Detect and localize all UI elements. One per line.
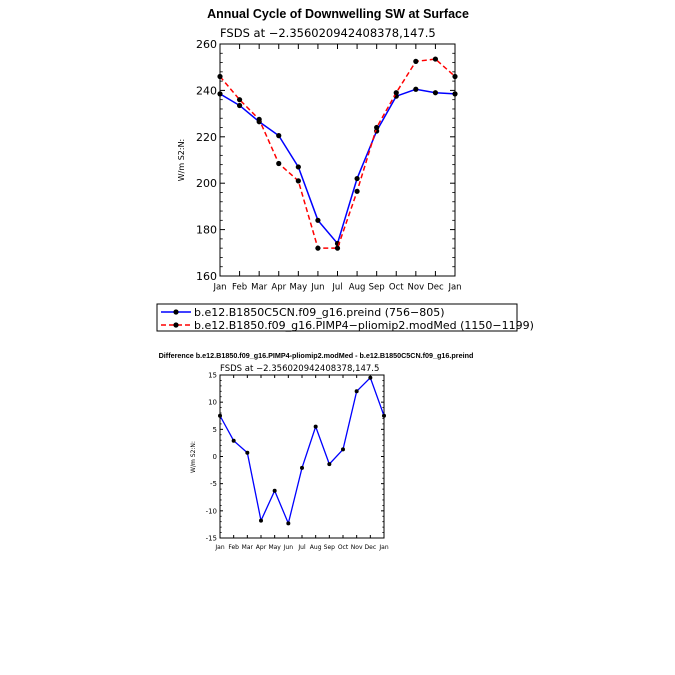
data-point xyxy=(382,413,386,418)
annual-cycle-chart: Annual Cycle of Downwelling SW at Surfac… xyxy=(156,7,534,332)
data-point xyxy=(432,90,439,96)
y-tick-label: 15 xyxy=(208,372,217,380)
x-tick-label: Nov xyxy=(408,283,425,293)
chart-title: Difference b.e12.B1850.f09_g16.PIMP4-pli… xyxy=(159,351,474,360)
data-point xyxy=(217,73,223,80)
data-point xyxy=(413,86,419,92)
x-tick-label: Feb xyxy=(228,544,239,551)
data-point xyxy=(334,245,341,251)
x-tick-label: Jan xyxy=(212,283,226,293)
data-point xyxy=(276,133,282,139)
legend: b.e12.B1850C5CN.f09_g16.preind (756−805)… xyxy=(156,303,534,332)
legend-box xyxy=(156,303,518,332)
data-point xyxy=(374,124,380,131)
x-tick-label: Apr xyxy=(271,283,286,293)
legend-marker-pliomip xyxy=(173,322,179,328)
series-group xyxy=(217,56,458,251)
y-tick-label: 160 xyxy=(196,270,217,283)
x-tick-label: Jan xyxy=(214,544,224,551)
y-axis-label: W/m S2:N: xyxy=(190,441,197,473)
x-tick-label: Jul xyxy=(297,544,306,551)
data-point xyxy=(393,90,399,96)
y-tick-label: 10 xyxy=(208,399,217,407)
y-tick-label: 220 xyxy=(196,131,217,144)
x-tick-label: Sep xyxy=(324,544,336,551)
x-tick-label: Jan xyxy=(378,544,388,551)
chart-title: Annual Cycle of Downwelling SW at Surfac… xyxy=(207,7,469,21)
x-tick-label: Apr xyxy=(256,544,267,551)
x-tick-label: Oct xyxy=(338,544,349,551)
y-tick-label: 240 xyxy=(196,84,217,97)
data-point xyxy=(341,447,345,452)
legend-label-pliomip: b.e12.B1850.f09_g16.PIMP4−pliomip2.modMe… xyxy=(194,319,534,332)
y-tick-label: 5 xyxy=(213,426,217,434)
y-tick-label: -10 xyxy=(206,507,217,515)
x-tick-label: Sep xyxy=(369,283,385,293)
y-axis: 160 180 200 220 240 260 xyxy=(196,38,455,283)
data-point xyxy=(354,175,360,182)
data-point xyxy=(368,375,373,380)
x-tick-label: May xyxy=(268,544,281,551)
legend-label-preind: b.e12.B1850C5CN.f09_g16.preind (756−805) xyxy=(194,306,445,319)
y-tick-label: -5 xyxy=(210,480,217,488)
y-axis-label: W/m S2:N: xyxy=(177,139,186,181)
data-point xyxy=(295,164,301,170)
data-point xyxy=(300,465,304,470)
y-tick-label: 200 xyxy=(196,177,217,190)
data-point xyxy=(413,58,419,64)
data-point xyxy=(313,424,318,429)
data-point xyxy=(315,245,321,251)
data-point xyxy=(218,413,222,418)
x-tick-label: Aug xyxy=(349,283,366,293)
x-tick-label: Jul xyxy=(331,283,342,293)
x-tick-label: Aug xyxy=(310,544,322,551)
chart-subtitle: FSDS at −2.356020942408378,147.5 xyxy=(220,364,379,374)
x-tick-label: Mar xyxy=(242,544,254,551)
y-tick-label: 0 xyxy=(213,453,217,461)
x-tick-label: Dec xyxy=(427,283,444,293)
data-point xyxy=(432,56,439,62)
data-point xyxy=(295,178,301,184)
data-point xyxy=(256,116,262,122)
data-point xyxy=(259,518,263,523)
series-group xyxy=(218,375,386,526)
data-point xyxy=(354,188,360,194)
data-point xyxy=(315,217,321,223)
data-point xyxy=(452,73,458,80)
x-tick-label: Mar xyxy=(251,283,268,293)
data-point xyxy=(327,462,332,467)
x-tick-label: Nov xyxy=(351,544,363,551)
data-point xyxy=(236,97,243,103)
x-tick-label: Dec xyxy=(365,544,377,551)
data-point xyxy=(245,450,250,455)
x-axis: Jan Feb Mar Apr May Jun Jul Aug Sep Oct Nov Dec Jan xyxy=(214,375,389,551)
legend-marker-preind xyxy=(173,309,179,315)
x-tick-label: Oct xyxy=(389,283,404,293)
chart-subtitle: FSDS at −2.356020942408378,147.5 xyxy=(220,26,436,40)
y-tick-label: 180 xyxy=(196,224,217,237)
x-tick-label: Jun xyxy=(283,544,294,551)
data-point xyxy=(452,91,458,97)
x-axis: Jan Feb Mar Apr May Jun Jul Aug Sep Oct Nov Dec Jan xyxy=(212,44,462,293)
y-tick-label: -15 xyxy=(206,535,217,543)
data-point xyxy=(236,102,243,109)
x-tick-label: May xyxy=(290,283,308,293)
data-point xyxy=(276,160,282,167)
data-point xyxy=(231,438,236,443)
data-point xyxy=(286,521,291,526)
x-tick-label: Jun xyxy=(310,283,324,293)
data-point xyxy=(272,488,277,493)
x-tick-label: Feb xyxy=(232,283,247,293)
data-point xyxy=(217,91,223,97)
x-tick-label: Jan xyxy=(447,283,461,293)
difference-chart: Difference b.e12.B1850.f09_g16.PIMP4-pli… xyxy=(159,351,474,551)
y-tick-label: 260 xyxy=(196,38,217,51)
data-point xyxy=(354,389,359,394)
